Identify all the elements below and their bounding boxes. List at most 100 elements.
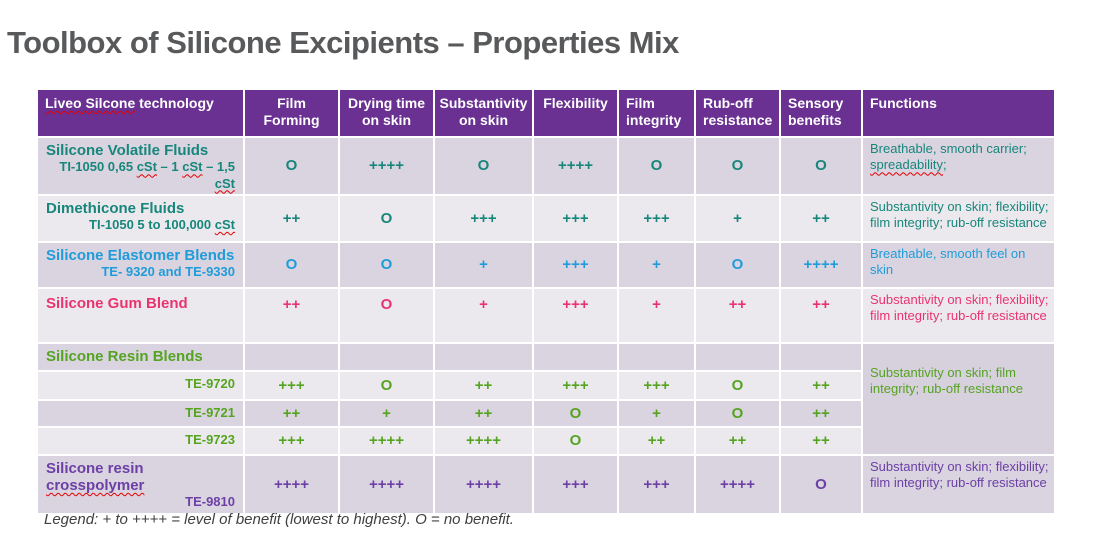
column-header: Flexibility [532, 88, 619, 138]
rating-cell [243, 341, 340, 372]
rating-cell: O [243, 136, 340, 196]
technology-name: Silicone resin crosspolymer [46, 459, 145, 494]
functions-cell: Substantivity on skin; flexibility; film… [861, 286, 1056, 344]
rating-cell: ++ [433, 369, 534, 401]
rating-cell: ++++ [433, 425, 534, 456]
rating-cell: O [694, 240, 781, 289]
rating-cell: ++ [243, 286, 340, 344]
table-row-dimethicone-fluids: Dimethicone Fluids TI-1050 5 to 100,000 c… [36, 193, 1056, 243]
rating-cell: ++ [694, 286, 781, 344]
column-header: Drying time on skin [338, 88, 435, 138]
rating-cell: +++ [532, 240, 619, 289]
spellcheck-squiggle: Liveo Silcone [45, 95, 136, 111]
rating-cell: ++ [243, 193, 340, 243]
technology-grade: TI-1050 0,65 cSt – 1 cSt – 1,5 cSt [59, 159, 235, 191]
rating-cell: +++ [532, 453, 619, 515]
technology-name: Silicone Volatile Fluids [46, 142, 209, 159]
rating-cell: O [338, 369, 435, 401]
table-row-te-9721: TE-9721 ++ + ++ O + O ++ [36, 398, 1055, 428]
rating-cell: O [338, 193, 435, 243]
rating-cell: +++ [532, 193, 619, 243]
table-row-silicone-resin-blends: Silicone Resin Blends Substantivity on sk… [36, 341, 1056, 456]
rating-cell: ++++ [779, 240, 863, 289]
rating-cell: O [779, 136, 863, 196]
rating-cell: + [617, 286, 696, 344]
functions-cell: Breathable, smooth carrier; spreadabilit… [861, 136, 1056, 196]
technology-cell: Silicone resin crosspolymer TE-9810 [36, 453, 245, 515]
rating-cell: O [338, 240, 435, 289]
technology-grade: TE-9810 [185, 494, 235, 510]
header-row: Liveo Silcone technology Film Forming Dryi… [36, 88, 1056, 138]
table-row-silicone-gum-blend: Silicone Gum Blend ++ O + +++ + ++ ++ Substantiv… [36, 286, 1056, 344]
rating-cell [694, 341, 781, 372]
technology-name: Silicone Resin Blends [46, 347, 203, 365]
rating-cell: ++ [433, 398, 534, 428]
column-header: Functions [861, 88, 1056, 138]
technology-cell: TE-9723 [36, 425, 245, 456]
technology-name: Dimethicone Fluids [46, 199, 185, 217]
rating-cell: ++ [617, 425, 696, 456]
rating-cell: + [694, 193, 781, 243]
rating-cell: ++++ [338, 453, 435, 515]
spellcheck-squiggle: spreadability [870, 157, 943, 173]
functions-cell: Substantivity on skin; flexibility; film… [861, 193, 1056, 243]
table-body: Silicone Volatile Fluids TI-1050 0,65 cSt… [36, 136, 1056, 515]
table-row-te-9723: TE-9723 +++ ++++ ++++ O ++ ++ ++ [36, 425, 1055, 456]
rating-cell: ++++ [532, 136, 619, 196]
rating-cell: ++++ [338, 136, 435, 196]
page-title: Toolbox of Silicone Excipients – Propert… [7, 24, 679, 60]
spellcheck-squiggle: cSt [214, 175, 235, 191]
rating-cell [338, 341, 435, 372]
spellcheck-squiggle: cSt [214, 217, 235, 232]
technology-grade: TE-9723 [185, 431, 235, 447]
technology-grade: TE-9720 [185, 375, 235, 391]
rating-cell: +++ [243, 425, 340, 456]
rating-cell: +++ [617, 453, 696, 515]
rating-cell: O [694, 369, 781, 401]
rating-cell [779, 341, 863, 372]
legend-note: Legend: + to ++++ = level of benefit (lo… [44, 511, 514, 528]
rating-cell: O [694, 136, 781, 196]
rating-cell: ++ [694, 425, 781, 456]
rating-cell: O [532, 398, 619, 428]
spellcheck-squiggle: cSt [182, 159, 203, 175]
rating-cell: O [532, 425, 619, 456]
table-row-silicone-volatile-fluids: Silicone Volatile Fluids TI-1050 0,65 cSt… [36, 136, 1056, 196]
spellcheck-squiggle: cSt [136, 159, 157, 175]
rating-cell: ++ [779, 369, 863, 401]
rating-cell: ++ [779, 398, 863, 428]
table-row-silicone-resin-crosspolymer: Silicone resin crosspolymer TE-9810 ++++ ++… [36, 453, 1056, 515]
column-header: Rub-off resistance [694, 88, 781, 138]
rating-cell: ++ [779, 286, 863, 344]
technology-cell: TE-9721 [36, 398, 245, 428]
rating-cell: ++ [779, 425, 863, 456]
technology-grade: TE- 9320 and TE-9330 [101, 264, 235, 279]
column-header: Sensory benefits [779, 88, 863, 138]
rating-cell [433, 341, 534, 372]
rating-cell: O [243, 240, 340, 289]
rating-cell: + [617, 398, 696, 428]
technology-cell: Silicone Volatile Fluids TI-1050 0,65 cSt… [36, 136, 245, 196]
rating-cell: +++ [433, 193, 534, 243]
rating-cell: + [433, 240, 534, 289]
table-row-silicone-elastomer-blends: Silicone Elastomer Blends TE- 9320 and TE… [36, 240, 1056, 289]
technology-cell: TE-9720 [36, 369, 245, 401]
technology-cell: Silicone Resin Blends [36, 341, 245, 372]
rating-cell: +++ [617, 193, 696, 243]
technology-name: Silicone Gum Blend [46, 294, 188, 312]
rating-cell: ++ [779, 193, 863, 243]
rating-cell [617, 341, 696, 372]
rating-cell: O [617, 136, 696, 196]
rating-cell: +++ [532, 369, 619, 401]
rating-cell: O [338, 286, 435, 344]
rating-cell: ++++ [338, 425, 435, 456]
rating-cell: + [433, 286, 534, 344]
spellcheck-squiggle: crosspolymer [46, 477, 145, 494]
rating-cell: ++ [243, 398, 340, 428]
technology-grade: TI-1050 5 to 100,000 cSt [89, 217, 235, 232]
table-header: Liveo Silcone technology Film Forming Dryi… [36, 88, 1056, 138]
technology-cell: Silicone Elastomer Blends TE- 9320 and TE… [36, 240, 245, 289]
rating-cell: ++++ [433, 453, 534, 515]
column-header: Liveo Silcone technology [36, 88, 245, 138]
